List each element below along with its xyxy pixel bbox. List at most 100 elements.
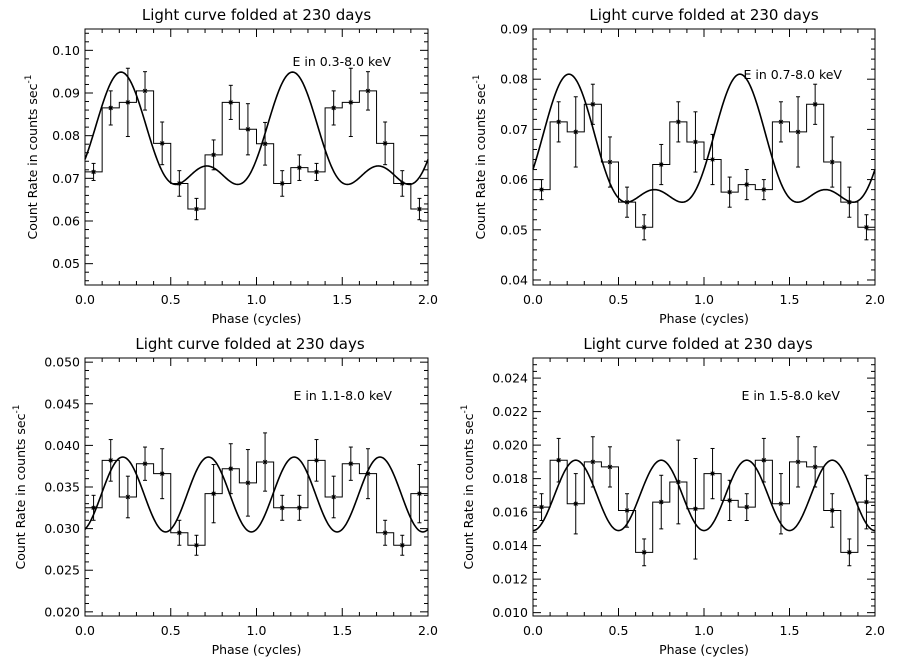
- data-point: [709, 156, 716, 163]
- data-point: [399, 542, 405, 548]
- data-point: [416, 491, 423, 497]
- y-tick-label: 0.05: [52, 256, 80, 271]
- y-tick-label: 0.09: [52, 86, 80, 101]
- x-tick-label: 0.5: [161, 292, 181, 307]
- y-tick-label: 0.030: [44, 521, 80, 536]
- data-point: [829, 159, 835, 165]
- data-point: [641, 224, 647, 230]
- data-point: [812, 464, 818, 470]
- data-point: [641, 549, 647, 555]
- data-point: [193, 206, 200, 212]
- data-point: [607, 464, 613, 470]
- x-tick-label: 0.5: [161, 623, 181, 638]
- x-tick-label: 1.0: [247, 623, 267, 638]
- energy-annotation: E in 1.5-8.0 keV: [741, 388, 840, 403]
- chart-title: Light curve folded at 230 days: [589, 6, 818, 24]
- y-tick-label: 0.04: [500, 272, 528, 287]
- data-point: [279, 180, 285, 187]
- data-point: [658, 161, 664, 168]
- x-tick-label: 1.0: [694, 292, 714, 307]
- y-tick-label: 0.06: [52, 214, 80, 229]
- data-point: [125, 494, 131, 500]
- y-tick-label: 0.08: [52, 128, 80, 143]
- y-tick-label: 0.06: [500, 172, 528, 187]
- y-tick-label: 0.07: [52, 171, 80, 186]
- data-point: [795, 459, 801, 465]
- energy-annotation: E in 1.1-8.0 keV: [293, 388, 392, 403]
- data-point: [538, 187, 545, 193]
- data-point: [863, 499, 870, 505]
- x-tick-label: 0.0: [75, 623, 95, 638]
- data-point: [607, 159, 613, 165]
- y-tick-label: 0.045: [44, 396, 80, 411]
- data-point: [159, 140, 165, 146]
- data-point: [744, 504, 750, 510]
- data-point: [108, 105, 114, 111]
- data-point: [761, 187, 767, 193]
- data-point: [744, 182, 750, 188]
- y-tick-label: 0.040: [44, 438, 80, 453]
- data-point: [658, 499, 664, 505]
- y-tick-label: 0.024: [492, 371, 528, 386]
- data-point: [761, 457, 767, 463]
- data-point: [245, 126, 251, 132]
- x-tick-label: 2.0: [418, 292, 438, 307]
- data-point: [90, 169, 97, 175]
- data-point: [795, 129, 801, 135]
- data-point: [296, 165, 302, 171]
- data-point: [245, 480, 251, 486]
- y-axis-label: Count Rate in counts sec-1: [24, 75, 40, 240]
- x-axis-label: Phase (cycles): [212, 311, 302, 326]
- data-point: [829, 507, 835, 514]
- data-point: [727, 189, 733, 195]
- data-point: [399, 180, 405, 187]
- data-point: [556, 119, 562, 125]
- y-tick-label: 0.022: [492, 404, 528, 419]
- data-point: [313, 169, 320, 175]
- x-tick-label: 1.0: [247, 292, 267, 307]
- chart-title: Light curve folded at 230 days: [135, 335, 364, 353]
- y-axis-label: Count Rate in counts sec-1: [472, 75, 488, 240]
- data-point: [365, 471, 371, 477]
- data-point: [159, 471, 165, 477]
- data-point: [211, 491, 217, 497]
- y-axis-label: Count Rate in counts sec-1: [12, 405, 28, 570]
- chart-title: Light curve folded at 230 days: [142, 6, 371, 24]
- fit-curve: [84, 71, 429, 186]
- data-point: [573, 501, 579, 507]
- data-point: [573, 129, 579, 135]
- x-tick-label: 0.0: [75, 292, 95, 307]
- data-point: [262, 459, 268, 465]
- y-tick-label: 0.08: [500, 72, 528, 87]
- x-tick-label: 2.0: [865, 623, 885, 638]
- data-point: [778, 119, 784, 125]
- x-axis-label: Phase (cycles): [212, 642, 302, 657]
- y-tick-label: 0.010: [492, 605, 528, 620]
- y-tick-label: 0.035: [44, 480, 80, 495]
- data-point: [382, 530, 388, 536]
- x-tick-label: 2.0: [865, 292, 885, 307]
- y-tick-label: 0.014: [492, 538, 528, 553]
- y-tick-label: 0.10: [52, 43, 80, 58]
- data-point: [228, 99, 234, 105]
- panel-energy-1.5-8.0: Light curve folded at 230 days E in 1.5-…: [460, 335, 885, 657]
- data-point: [331, 494, 337, 500]
- y-tick-label: 0.020: [44, 604, 80, 619]
- data-point: [142, 461, 148, 467]
- data-point: [125, 99, 131, 105]
- data-point: [211, 152, 217, 158]
- data-point: [675, 119, 681, 125]
- data-point: [176, 530, 182, 536]
- data-point: [416, 206, 423, 212]
- data-point: [812, 101, 818, 107]
- data-point: [193, 542, 200, 548]
- data-point: [331, 105, 337, 111]
- panel-energy-0.3-8.0: Light curve folded at 230 days E in 0.3-…: [24, 6, 438, 326]
- data-point: [348, 99, 354, 105]
- y-tick-label: 0.07: [500, 122, 528, 137]
- data-point: [727, 497, 733, 504]
- data-point: [279, 505, 285, 511]
- y-tick-label: 0.09: [500, 22, 528, 37]
- x-tick-label: 1.5: [332, 292, 352, 307]
